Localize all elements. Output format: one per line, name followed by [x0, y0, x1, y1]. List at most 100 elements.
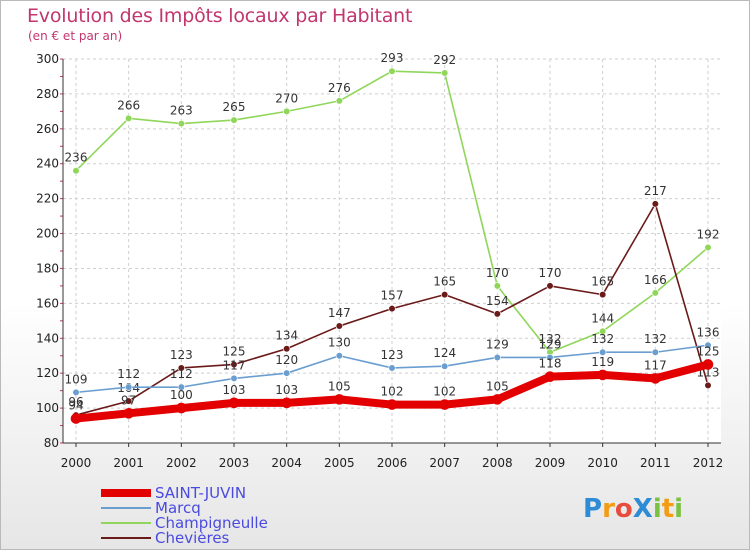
data-label-saint-juvin: 118: [539, 357, 562, 371]
data-label-saint-juvin: 102: [433, 385, 456, 399]
data-label-marcq: 129: [539, 337, 562, 351]
data-label-chevi-res: 134: [275, 329, 298, 343]
data-point-champigneulle: [335, 97, 343, 105]
data-point-champigneulle: [493, 282, 501, 290]
proxiti-logo: ProXiti: [583, 494, 683, 524]
data-label-champigneulle: 293: [381, 51, 404, 65]
data-point-marcq: [493, 353, 501, 362]
data-label-marcq: 124: [433, 346, 456, 360]
data-point-saint-juvin: [386, 399, 398, 410]
x-tick-label: 2010: [587, 456, 618, 470]
data-point-marcq: [72, 388, 80, 396]
x-tick-label: 2001: [113, 456, 144, 470]
y-tick-label: 240: [36, 157, 59, 171]
data-label-marcq: 123: [381, 348, 404, 362]
data-point-chevi-res: [230, 360, 238, 369]
data-label-chevi-res: 154: [486, 294, 509, 308]
data-label-champigneulle: 144: [591, 311, 614, 325]
data-point-marcq: [599, 348, 607, 356]
x-tick-label: 2005: [324, 456, 355, 470]
data-label-chevi-res: 125: [223, 344, 246, 358]
data-label-marcq: 112: [170, 367, 193, 381]
x-tick-label: 2003: [219, 456, 250, 470]
data-point-chevi-res: [388, 305, 396, 313]
x-tick-label: 2007: [429, 456, 460, 470]
data-point-champigneulle: [177, 119, 185, 128]
y-tick-label: 180: [36, 261, 59, 275]
x-tick-label: 2012: [693, 456, 724, 470]
data-point-saint-juvin: [544, 371, 556, 382]
data-label-chevi-res: 165: [433, 275, 456, 289]
data-point-saint-juvin: [650, 373, 661, 384]
chart-subtitle: (en € et par an): [28, 29, 123, 43]
data-point-marcq: [704, 341, 712, 349]
data-point-chevi-res: [125, 397, 133, 405]
x-tick-label: 2002: [166, 456, 197, 470]
data-point-chevi-res: [704, 381, 712, 390]
data-label-saint-juvin: 103: [275, 383, 298, 397]
data-label-chevi-res: 123: [170, 348, 193, 362]
y-tick-label: 200: [36, 227, 59, 241]
x-tick-label: 2008: [482, 456, 513, 470]
chart-title: Evolution des Impôts locaux par Habitant: [27, 5, 413, 27]
legend-label-marcq: Marcq: [155, 499, 201, 517]
y-tick-label: 100: [36, 401, 59, 415]
data-label-saint-juvin: 119: [591, 355, 614, 369]
data-point-saint-juvin: [123, 408, 134, 419]
data-label-champigneulle: 166: [644, 273, 667, 287]
data-label-chevi-res: 165: [591, 275, 614, 289]
data-label-saint-juvin: 117: [644, 358, 667, 372]
data-point-champigneulle: [441, 69, 449, 77]
data-point-saint-juvin: [176, 402, 187, 414]
y-tick-label: 140: [36, 331, 59, 345]
data-label-saint-juvin: 105: [328, 379, 351, 393]
data-label-marcq: 117: [223, 358, 246, 372]
data-point-chevi-res: [335, 322, 343, 330]
data-label-marcq: 136: [697, 325, 720, 339]
data-point-marcq: [125, 383, 133, 391]
data-point-marcq: [546, 353, 554, 362]
data-point-saint-juvin: [439, 399, 450, 410]
data-point-chevi-res: [177, 364, 185, 372]
legend-label-champigneulle: Champigneulle: [155, 514, 268, 532]
data-point-chevi-res: [546, 282, 554, 290]
data-label-champigneulle: 266: [117, 98, 140, 112]
data-point-champigneulle: [72, 167, 80, 175]
data-label-saint-juvin: 125: [697, 344, 720, 358]
y-tick-label: 300: [36, 52, 59, 66]
data-label-saint-juvin: 103: [223, 383, 246, 397]
x-tick-label: 2006: [377, 456, 408, 470]
legend-label-saint-juvin: SAINT-JUVIN: [155, 484, 246, 502]
x-tick-label: 2000: [61, 456, 92, 470]
data-label-champigneulle: 132: [539, 332, 562, 346]
x-tick-label: 2004: [271, 456, 302, 470]
data-label-chevi-res: 170: [539, 266, 562, 280]
data-point-champigneulle: [283, 107, 291, 115]
y-tick-label: 80: [44, 436, 59, 450]
data-label-champigneulle: 263: [170, 104, 193, 118]
data-point-saint-juvin: [702, 359, 714, 370]
x-tick-label: 2009: [535, 456, 566, 470]
data-point-chevi-res: [441, 291, 449, 299]
data-label-champigneulle: 192: [697, 228, 720, 242]
data-label-chevi-res: 157: [381, 289, 404, 303]
data-point-saint-juvin: [70, 413, 82, 424]
data-point-marcq: [177, 383, 185, 391]
data-label-champigneulle: 292: [433, 53, 456, 67]
data-label-champigneulle: 170: [486, 266, 509, 280]
y-tick-label: 120: [36, 366, 59, 380]
data-point-marcq: [651, 348, 659, 356]
data-point-marcq: [388, 364, 396, 372]
data-label-marcq: 132: [591, 332, 614, 346]
data-label-champigneulle: 276: [328, 81, 351, 95]
data-label-chevi-res: 96: [68, 395, 83, 409]
data-label-saint-juvin: 100: [170, 388, 193, 402]
data-label-chevi-res: 147: [328, 306, 351, 320]
data-point-saint-juvin: [334, 394, 345, 405]
data-point-champigneulle: [388, 67, 396, 75]
data-label-marcq: 112: [117, 367, 140, 381]
data-label-saint-juvin: 105: [486, 379, 509, 393]
data-point-saint-juvin: [281, 397, 292, 409]
